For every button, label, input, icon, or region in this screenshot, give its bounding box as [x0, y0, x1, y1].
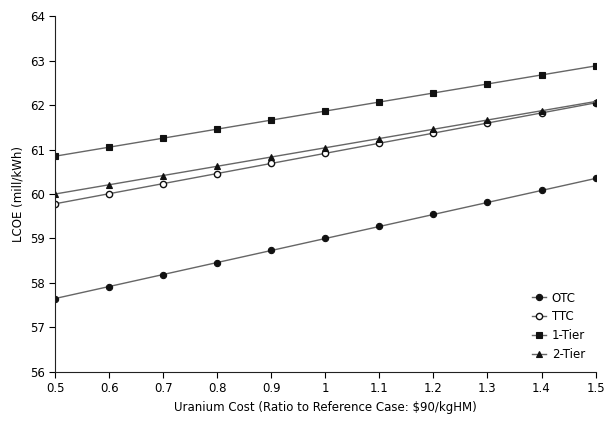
OTC	[430, 212, 437, 217]
OTC	[322, 236, 329, 241]
TTC	[376, 141, 383, 146]
OTC	[51, 296, 59, 301]
Legend: OTC, TTC, 1-Tier, 2-Tier: OTC, TTC, 1-Tier, 2-Tier	[527, 287, 590, 366]
1-Tier	[105, 144, 113, 150]
2-Tier	[51, 192, 59, 197]
TTC	[322, 151, 329, 156]
1-Tier	[430, 91, 437, 96]
2-Tier	[322, 145, 329, 150]
2-Tier	[267, 154, 275, 159]
Line: OTC: OTC	[52, 176, 599, 302]
TTC	[214, 171, 221, 176]
2-Tier	[430, 127, 437, 132]
1-Tier	[322, 108, 329, 113]
OTC	[484, 200, 491, 205]
1-Tier	[267, 118, 275, 123]
TTC	[430, 130, 437, 136]
TTC	[592, 100, 599, 105]
2-Tier	[592, 99, 599, 104]
1-Tier	[51, 154, 59, 159]
Line: 1-Tier: 1-Tier	[52, 63, 599, 159]
Y-axis label: LCOE (mill/kWh): LCOE (mill/kWh)	[11, 146, 24, 242]
OTC	[267, 248, 275, 253]
OTC	[538, 188, 545, 193]
TTC	[267, 161, 275, 166]
OTC	[160, 272, 167, 277]
TTC	[484, 120, 491, 125]
TTC	[105, 191, 113, 196]
2-Tier	[376, 136, 383, 141]
1-Tier	[592, 63, 599, 68]
TTC	[160, 181, 167, 186]
2-Tier	[160, 173, 167, 178]
TTC	[51, 201, 59, 207]
TTC	[538, 110, 545, 116]
2-Tier	[214, 164, 221, 169]
1-Tier	[214, 127, 221, 132]
OTC	[376, 224, 383, 229]
OTC	[592, 176, 599, 181]
Line: 2-Tier: 2-Tier	[52, 98, 599, 197]
2-Tier	[538, 108, 545, 113]
OTC	[105, 284, 113, 289]
1-Tier	[538, 72, 545, 77]
1-Tier	[160, 136, 167, 141]
2-Tier	[484, 117, 491, 122]
1-Tier	[484, 82, 491, 87]
2-Tier	[105, 182, 113, 187]
OTC	[214, 260, 221, 265]
X-axis label: Uranium Cost (Ratio to Reference Case: $90/kgHM): Uranium Cost (Ratio to Reference Case: $…	[174, 401, 477, 414]
1-Tier	[376, 99, 383, 105]
Line: TTC: TTC	[52, 100, 599, 207]
